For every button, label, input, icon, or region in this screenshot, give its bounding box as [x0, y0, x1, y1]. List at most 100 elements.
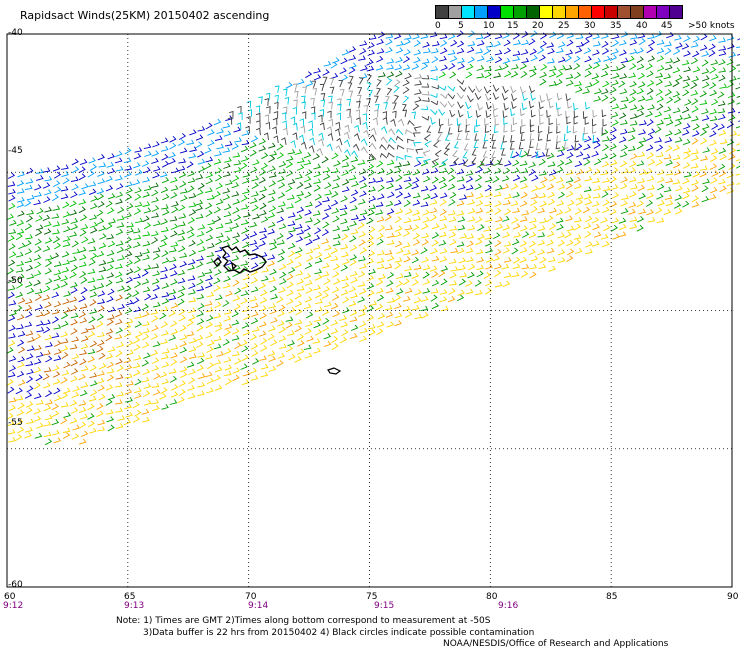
- wind-barb: [522, 231, 530, 238]
- wind-barb: [232, 350, 240, 357]
- wind-barb: [429, 207, 438, 214]
- wind-barb: [177, 235, 186, 242]
- wind-barb: [447, 49, 456, 56]
- wind-barb: [151, 230, 159, 237]
- wind-barb: [241, 379, 250, 386]
- wind-barb: [656, 144, 664, 152]
- wind-barb: [403, 217, 412, 224]
- wind-barb: [557, 232, 565, 239]
- wind-barb: [197, 390, 205, 397]
- wind-barb: [25, 311, 33, 318]
- wind-barb: [117, 415, 126, 421]
- wind-barb: [378, 273, 386, 280]
- wind-barb: [70, 407, 79, 414]
- wind-barb: [557, 257, 566, 264]
- wind-barb: [459, 194, 467, 200]
- wind-barb: [369, 300, 377, 306]
- wind-barb: [170, 320, 178, 328]
- wind-barb: [124, 244, 132, 251]
- wind-barb: [51, 316, 59, 324]
- wind-barb: [620, 119, 628, 126]
- wind-barb: [323, 333, 332, 340]
- wind-barb: [444, 133, 450, 141]
- wind-barb: [466, 63, 474, 71]
- wind-barb: [629, 223, 638, 229]
- wind-barb: [25, 298, 33, 305]
- wind-barb: [288, 267, 296, 274]
- wind-barb: [495, 223, 503, 230]
- wind-barb: [422, 271, 430, 279]
- wind-barb: [294, 149, 303, 155]
- wind-barb: [270, 293, 278, 300]
- wind-barb: [302, 86, 307, 94]
- wind-barb: [602, 185, 611, 192]
- wind-barb: [395, 240, 403, 248]
- wind-barb: [556, 200, 565, 207]
- wind-barb: [322, 286, 330, 293]
- wind-barb: [736, 102, 740, 105]
- wind-barb: [267, 333, 275, 341]
- wind-barb: [637, 95, 646, 102]
- wind-barb: [682, 106, 690, 114]
- wind-barb: [80, 277, 88, 284]
- wind-barb: [429, 31, 438, 38]
- wind-barb: [386, 58, 395, 64]
- wind-barb: [448, 210, 456, 216]
- wind-barb: [143, 222, 152, 230]
- wind-barb: [520, 191, 528, 199]
- wind-barb: [377, 249, 385, 256]
- wind-barb: [376, 257, 385, 264]
- wind-barb: [394, 216, 402, 224]
- wind-barb: [288, 226, 296, 233]
- wind-barb: [234, 137, 242, 143]
- wind-barb: [282, 120, 287, 129]
- wind-barb: [153, 389, 161, 396]
- wind-barb: [359, 176, 367, 183]
- wind-barb: [90, 227, 98, 234]
- wind-barb: [368, 226, 376, 234]
- wind-barb: [188, 307, 196, 314]
- wind-barb: [556, 177, 564, 184]
- wind-barb: [177, 139, 186, 146]
- wind-barb: [249, 296, 258, 302]
- wind-barb: [312, 338, 321, 344]
- wind-barb: [223, 236, 231, 243]
- wind-barb: [394, 257, 403, 263]
- wind-barb: [602, 47, 610, 55]
- wind-barb: [132, 297, 140, 305]
- wind-barb: [575, 86, 583, 93]
- wind-barb: [320, 92, 326, 101]
- wind-barb: [395, 273, 404, 280]
- wind-barb: [449, 225, 458, 231]
- wind-barb: [387, 271, 395, 279]
- wind-barb: [160, 235, 168, 242]
- wind-barb: [465, 101, 472, 110]
- wind-barb: [645, 63, 653, 70]
- wind-barb: [52, 236, 61, 244]
- wind-barb: [403, 49, 411, 56]
- wind-barb: [105, 353, 114, 360]
- wind-barb: [330, 328, 339, 335]
- wind-barb: [60, 280, 68, 288]
- wind-barb: [404, 34, 412, 40]
- wind-barb: [34, 191, 42, 198]
- wind-barb: [491, 150, 497, 158]
- wind-barb: [278, 335, 287, 342]
- wind-barb: [457, 289, 465, 296]
- legend-label: 35: [610, 21, 622, 31]
- wind-barb: [322, 69, 330, 76]
- wind-barb: [44, 175, 52, 182]
- wind-barb: [278, 263, 287, 271]
- wind-barb: [475, 216, 483, 224]
- wind-barb: [663, 208, 672, 216]
- wind-barb: [448, 258, 457, 264]
- wind-barb: [237, 105, 242, 114]
- wind-barb: [537, 125, 543, 134]
- wind-barb: [251, 326, 260, 332]
- wind-barb: [170, 185, 179, 191]
- note-line-3: NOAA/NESDIS/Office of Research and Appli…: [443, 639, 669, 649]
- wind-barb: [133, 234, 142, 240]
- wind-barb: [232, 152, 241, 158]
- wind-barb: [565, 110, 570, 119]
- wind-barb: [114, 157, 123, 164]
